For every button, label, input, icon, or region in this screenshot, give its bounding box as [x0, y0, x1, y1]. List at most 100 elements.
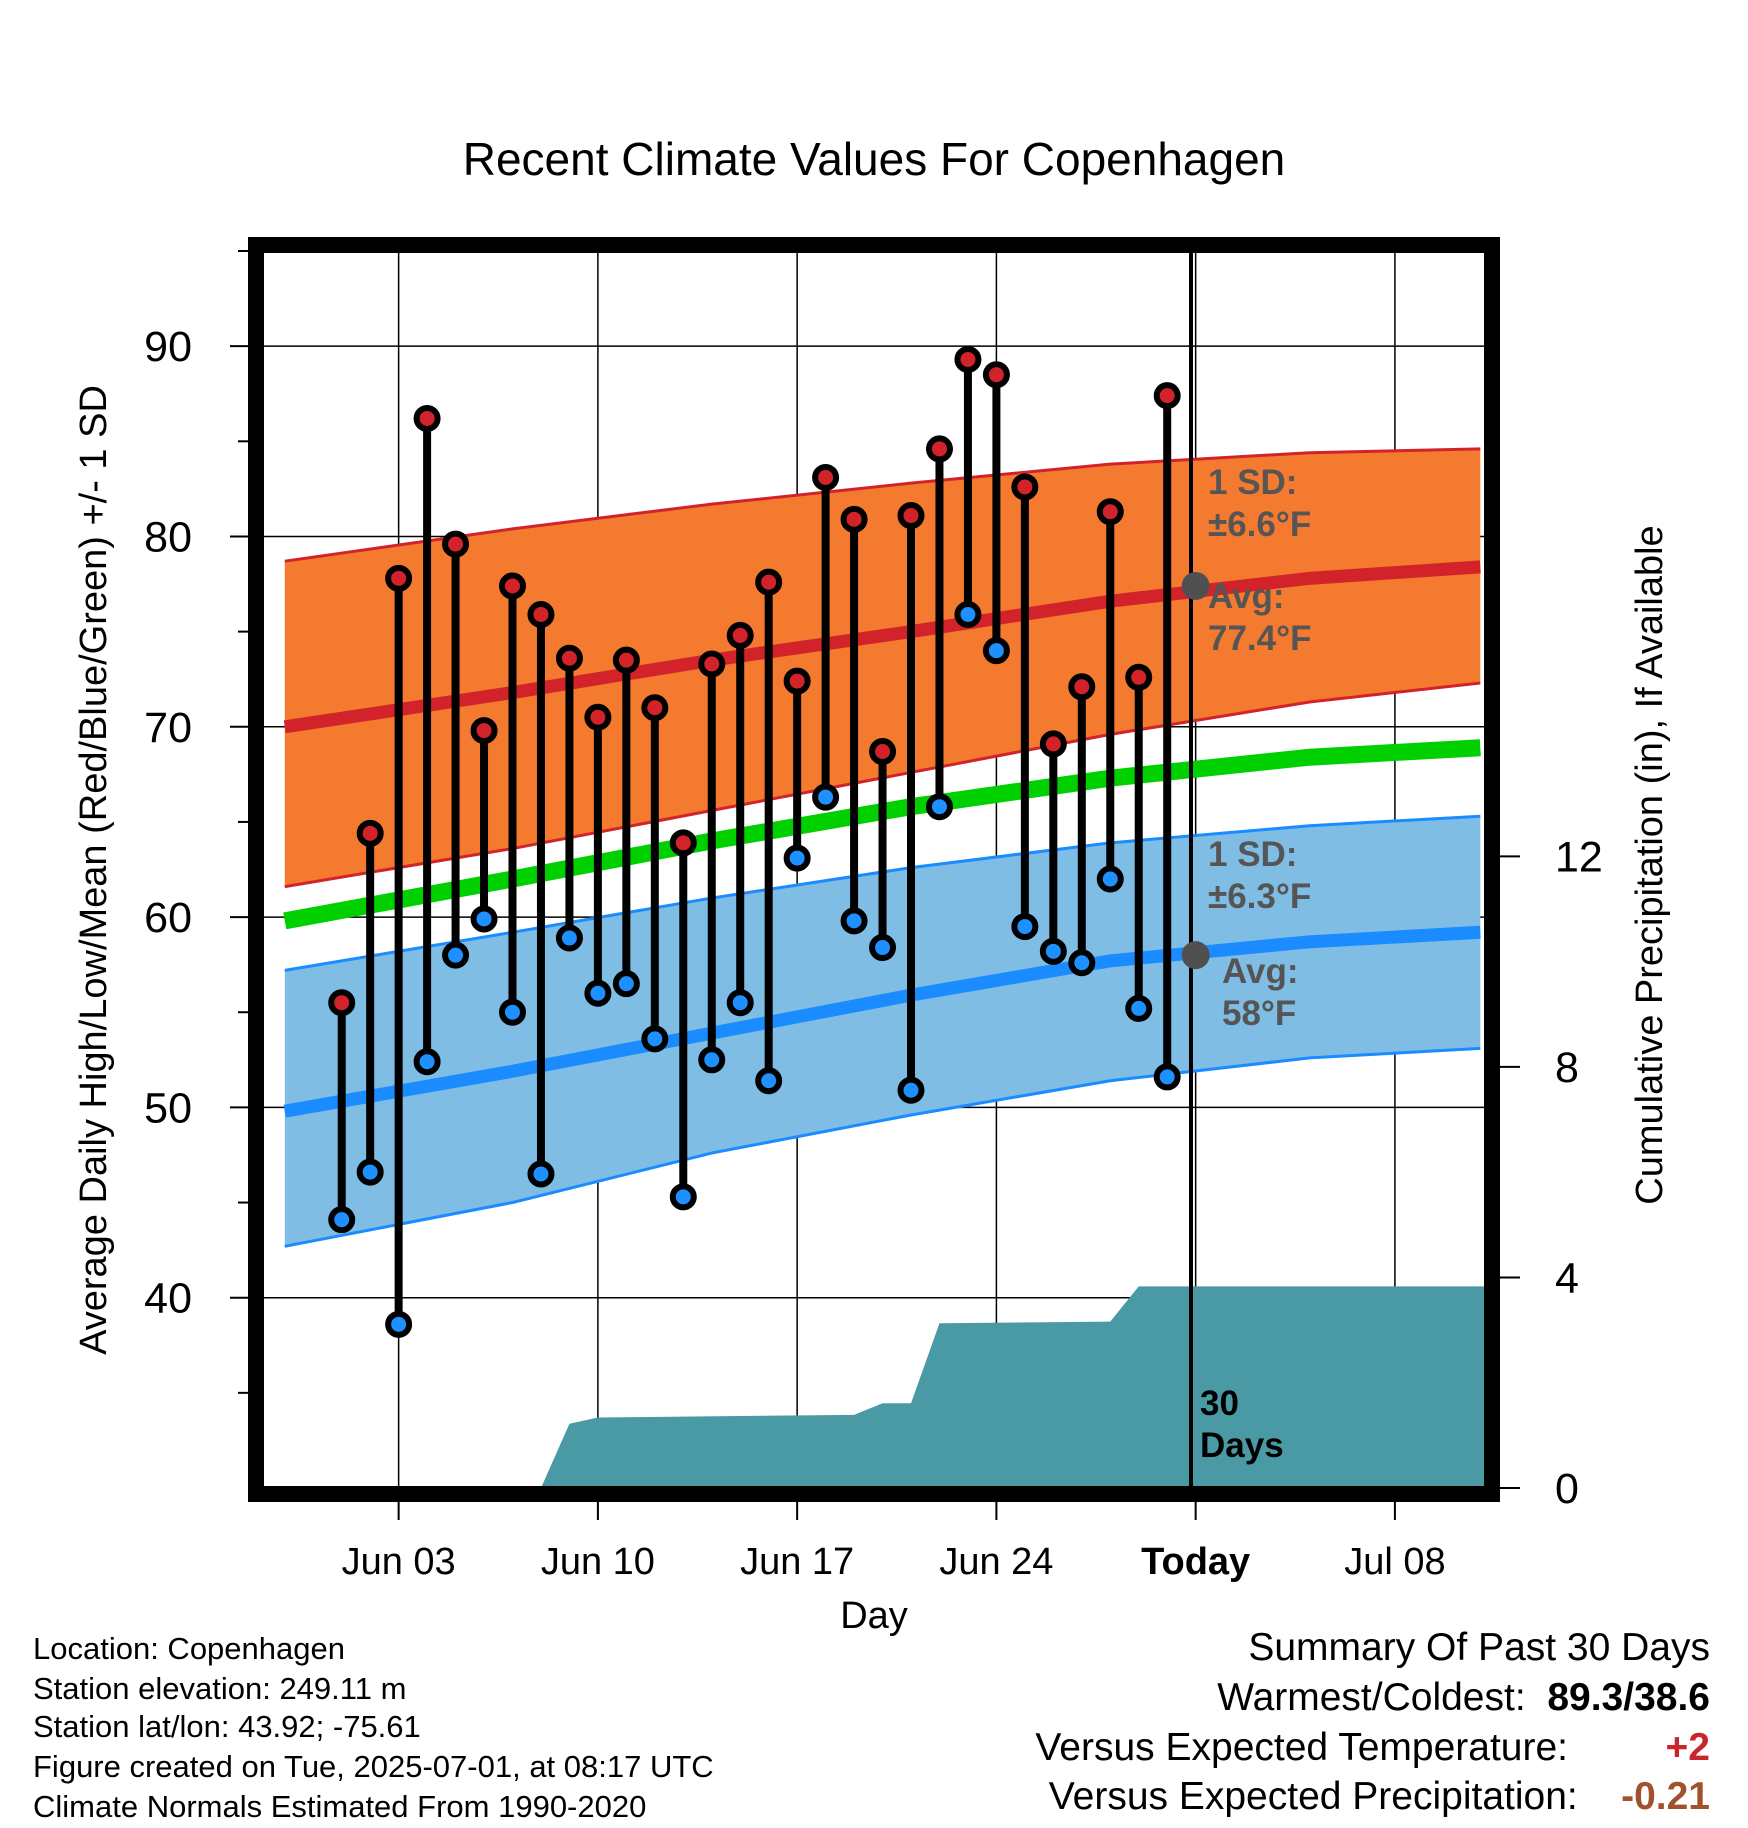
y-tick-label: 50	[144, 1084, 192, 1132]
precip-label: Versus Expected Precipitation:	[1048, 1775, 1578, 1818]
daily-high-marker	[669, 829, 697, 857]
warmest-label: Warmest/Coldest:	[1217, 1676, 1526, 1719]
temp-label: Versus Expected Temperature:	[1035, 1726, 1568, 1769]
daily-low-marker	[470, 905, 498, 933]
daily-low-marker	[641, 1025, 669, 1053]
high-avg-label: Avg:	[1208, 577, 1284, 616]
daily-high-marker	[356, 819, 384, 847]
high-sd-band	[284, 448, 1481, 887]
daily-high-marker	[982, 361, 1010, 389]
y-tick-label: 80	[144, 513, 192, 561]
precipitation-area	[540, 1286, 1486, 1488]
today-low-average-marker	[1181, 941, 1210, 970]
daily-high-marker	[385, 564, 413, 592]
x-tick-label: Jun 03	[342, 1541, 456, 1583]
y-tick-label: 40	[144, 1275, 192, 1323]
daily-high-marker	[1068, 673, 1096, 701]
x-tick-label: Jun 24	[939, 1541, 1053, 1583]
daily-low-marker	[527, 1160, 555, 1188]
daily-low-marker	[982, 637, 1010, 665]
plot-frame	[248, 237, 1500, 1502]
daily-high-marker	[897, 502, 925, 530]
daily-high-marker	[1096, 498, 1124, 526]
daily-low-marker	[812, 783, 840, 811]
daily-high-marker	[498, 572, 526, 600]
daily-low-marker	[669, 1183, 697, 1211]
today-high-average-marker	[1181, 571, 1210, 600]
daily-low-marker	[498, 998, 526, 1026]
daily-low-marker	[1039, 937, 1067, 965]
daily-low-marker	[385, 1310, 413, 1338]
daily-high-marker	[812, 463, 840, 491]
axes: 40 50 60 70 80 90 0 4 8 12 Jun 03 Jun 10 Jun 17 Jun 2…	[144, 250, 1603, 1583]
precipitation-fill	[540, 1286, 1486, 1488]
daily-low-marker	[1068, 949, 1096, 977]
daily-low-marker	[840, 907, 868, 935]
y-axis-label: Average Daily High/Low/Mean (Red/Blue/Gr…	[73, 385, 115, 1355]
daily-high-marker	[584, 703, 612, 731]
y-tick-label: 90	[144, 323, 192, 371]
daily-low-marker	[925, 793, 953, 821]
daily-high-marker	[527, 600, 555, 628]
daily-low-marker	[726, 989, 754, 1017]
high-sd-upper-edge	[284, 447, 1481, 563]
daily-low-marker	[869, 934, 897, 962]
daily-high-marker	[783, 667, 811, 695]
daily-low-marker	[698, 1046, 726, 1074]
daily-low-marker	[783, 844, 811, 872]
low-sd-value: ±6.3°F	[1208, 877, 1311, 916]
y2-tick-label: 12	[1555, 833, 1603, 881]
summary-temp-row: Versus Expected Temperature: +2	[1035, 1728, 1710, 1767]
daily-high-marker	[1153, 382, 1181, 410]
daily-high-marker	[1011, 473, 1039, 501]
window-label-number: 30	[1200, 1384, 1239, 1423]
daily-high-marker	[328, 989, 356, 1017]
location-text: Location: Copenhagen	[33, 1631, 345, 1666]
precip-value: -0.21	[1621, 1775, 1710, 1818]
daily-high-marker	[555, 644, 583, 672]
daily-low-marker	[897, 1076, 925, 1104]
y-tick-label: 60	[144, 894, 192, 942]
high-sd-label: 1 SD:	[1208, 463, 1297, 502]
daily-high-marker	[612, 646, 640, 674]
daily-high-marker	[442, 530, 470, 558]
daily-low-marker	[1011, 913, 1039, 941]
high-sd-value: ±6.6°F	[1208, 505, 1311, 544]
summary-title: Summary Of Past 30 Days	[1248, 1626, 1710, 1669]
daily-low-marker	[1096, 865, 1124, 893]
x-tick-label: Today	[1141, 1541, 1250, 1583]
daily-high-marker	[470, 717, 498, 745]
created-text: Figure created on Tue, 2025-07-01, at 08…	[33, 1749, 714, 1784]
daily-high-marker	[413, 404, 441, 432]
x-tick-label: Jul 08	[1344, 1541, 1445, 1583]
temp-value: +2	[1665, 1726, 1710, 1769]
y2-tick-label: 8	[1555, 1044, 1579, 1092]
band-annotations: 1 SD: ±6.6°F Avg: 77.4°F 1 SD: ±6.3°F Av…	[1200, 463, 1312, 1465]
summary-precip-row: Versus Expected Precipitation: -0.21	[1049, 1777, 1710, 1816]
daily-low-marker	[755, 1067, 783, 1095]
high-avg-value: 77.4°F	[1208, 619, 1312, 658]
daily-high-marker	[641, 694, 669, 722]
y2-tick-label: 4	[1555, 1254, 1579, 1302]
low-avg-value: 58°F	[1222, 994, 1296, 1033]
daily-range-sticks	[328, 345, 1210, 1338]
daily-low-marker	[1153, 1063, 1181, 1091]
elevation-text: Station elevation: 249.11 m	[33, 1671, 407, 1706]
low-sd-band	[284, 816, 1481, 1247]
normal-bands	[283, 447, 1481, 1248]
daily-low-marker	[356, 1158, 384, 1186]
summary-warmest-row: Warmest/Coldest: 89.3/38.6	[1217, 1678, 1710, 1717]
normals-text: Climate Normals Estimated From 1990-2020	[33, 1789, 647, 1824]
warmest-value: 89.3/38.6	[1547, 1676, 1710, 1719]
low-sd-label: 1 SD:	[1208, 835, 1297, 874]
daily-low-marker	[555, 924, 583, 952]
daily-high-marker	[755, 568, 783, 596]
daily-low-marker	[1125, 994, 1153, 1022]
x-tick-label: Jun 17	[740, 1541, 854, 1583]
daily-low-marker	[584, 979, 612, 1007]
y-tick-label: 70	[144, 704, 192, 752]
daily-low-marker	[328, 1206, 356, 1234]
chart-title: Recent Climate Values For Copenhagen	[463, 133, 1286, 185]
daily-high-marker	[925, 435, 953, 463]
